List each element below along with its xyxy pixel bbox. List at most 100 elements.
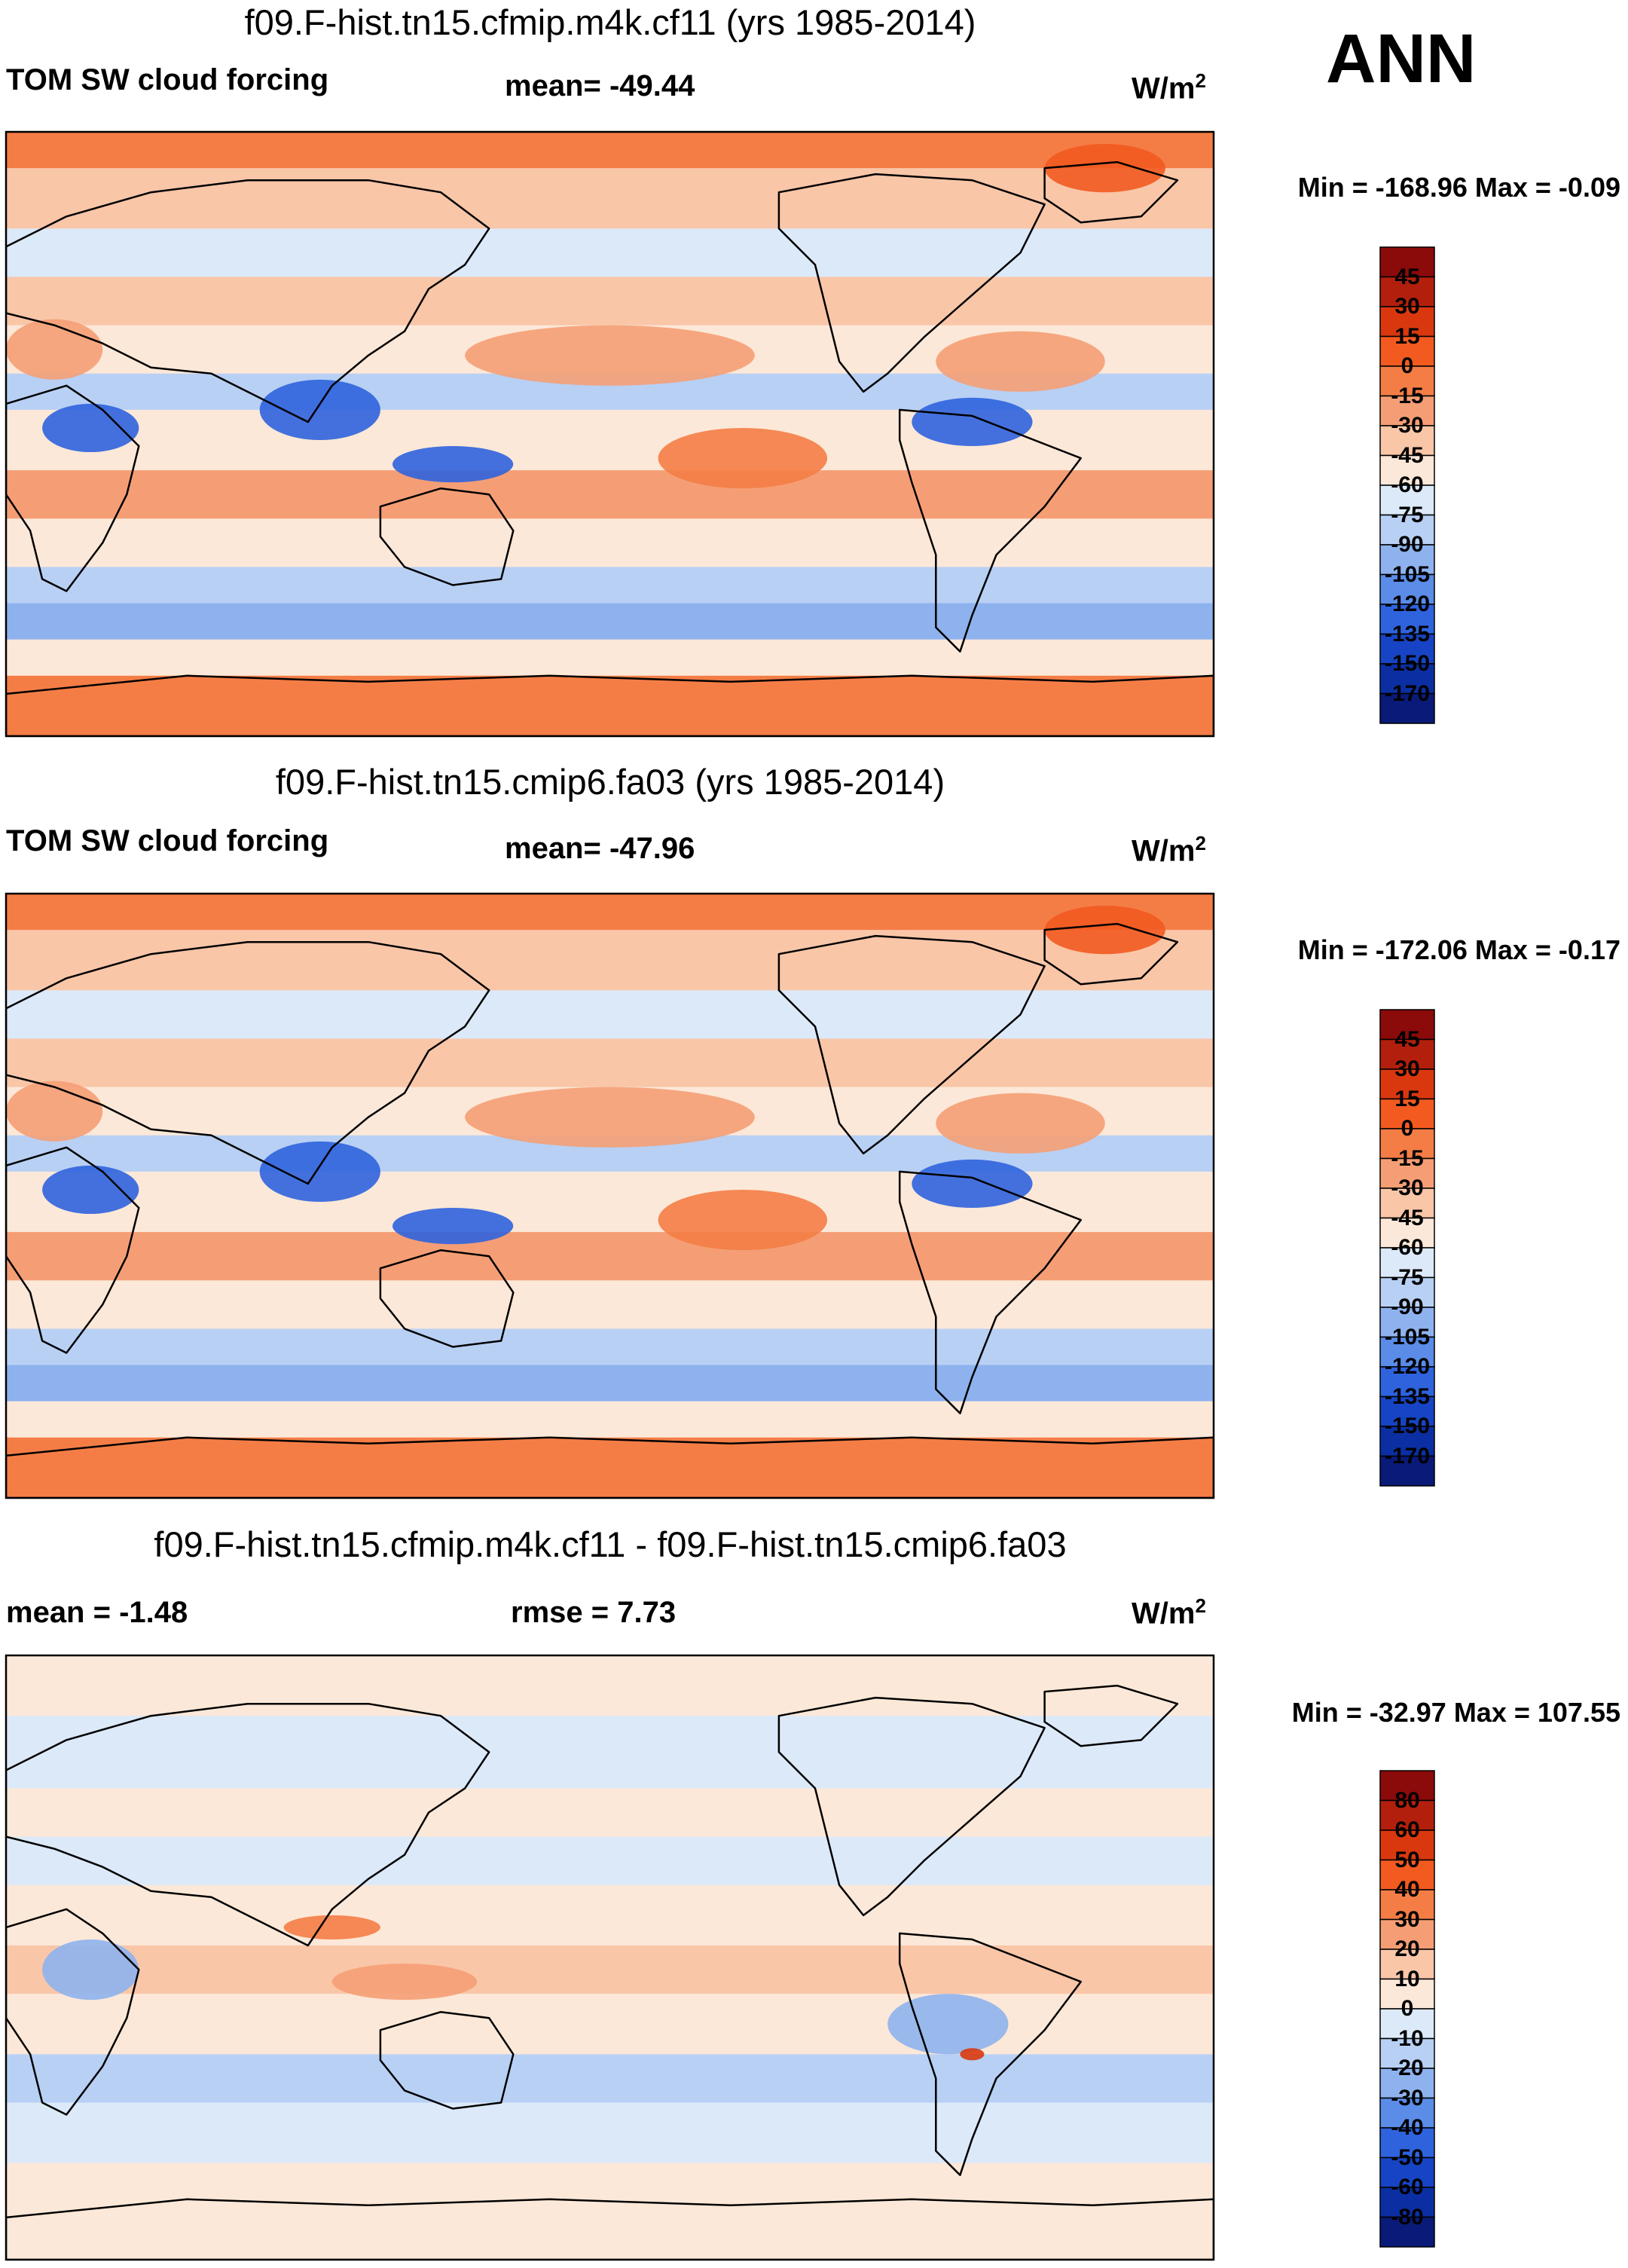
colorbar-swatch <box>1379 573 1435 605</box>
coastline-3 <box>379 487 515 586</box>
colorbar-swatch <box>1379 1009 1435 1041</box>
coastline-7 <box>6 674 1214 736</box>
colorbar-swatch <box>1379 1307 1435 1338</box>
field-feature-3 <box>42 1939 139 2001</box>
field-feature-3 <box>936 331 1105 392</box>
colorbar-swatch <box>1379 1128 1435 1160</box>
coastline-4 <box>777 173 1046 393</box>
map-panel-1 <box>5 130 1215 738</box>
field-band-10 <box>6 567 1214 604</box>
colorbar-swatch <box>1379 2068 1435 2099</box>
colorbar-swatch <box>1379 2216 1435 2248</box>
colorbar-swatch <box>1379 1157 1435 1189</box>
colorbar-swatch <box>1379 1098 1435 1129</box>
field-band-4 <box>6 1038 1214 1088</box>
field-band-8 <box>6 2054 1214 2104</box>
panel-1-minmax: Min = -168.96 Max = -0.09 <box>1297 172 1620 203</box>
map-panel-2 <box>5 892 1215 1499</box>
panel-3-mean-label: mean = -1.48 <box>6 1596 188 1629</box>
field-band-2 <box>6 168 1214 230</box>
colorbar-swatch <box>1379 1829 1435 1861</box>
colorbar-tick-label: 30 <box>1394 294 1420 319</box>
colorbar-swatch <box>1379 1978 1435 2010</box>
field-feature-2 <box>658 1189 828 1251</box>
field-band-13 <box>6 1437 1214 1498</box>
coastline-6 <box>898 408 1082 653</box>
colorbar-swatch <box>1379 395 1435 426</box>
field-feature-5 <box>392 1208 514 1245</box>
field-band-12 <box>6 1401 1214 1438</box>
field-band-10 <box>6 2163 1214 2260</box>
colorbar-3 <box>1379 1770 1435 2248</box>
colorbar-tick-label: 15 <box>1394 323 1420 349</box>
field-feature-1 <box>465 325 755 386</box>
field-band-7 <box>6 409 1214 472</box>
colorbar-tick-label: 60 <box>1394 1817 1420 1842</box>
coastline-6 <box>898 1170 1082 1414</box>
field-feature-8 <box>6 319 103 380</box>
colorbar-swatch <box>1379 1038 1435 1070</box>
colorbar-swatch <box>1379 1949 1435 1980</box>
colorbar-tick-label: -90 <box>1391 1294 1424 1319</box>
map-panel-3 <box>5 1654 1215 2261</box>
field-feature-9 <box>1044 144 1165 193</box>
colorbar-swatch <box>1379 2037 1435 2069</box>
map-frame <box>5 130 1215 738</box>
field-band-3 <box>6 228 1214 278</box>
colorbar-tick-label: -20 <box>1391 2056 1424 2080</box>
colorbar-tick-label: 80 <box>1394 1787 1420 1813</box>
colorbar-tick-label: -90 <box>1391 532 1424 557</box>
field-band-4 <box>6 277 1214 326</box>
field-band-9 <box>6 1280 1214 1330</box>
colorbar-tick-label: -60 <box>1391 2175 1424 2199</box>
colorbar-swatch <box>1379 1336 1435 1368</box>
field-feature-9 <box>1044 906 1165 955</box>
colorbar-tick-label: 30 <box>1394 1906 1420 1932</box>
coastline-4 <box>777 1696 1046 1917</box>
field-band-1 <box>6 132 1214 170</box>
coastline-5 <box>1043 160 1179 224</box>
colorbar-tick-label: -30 <box>1391 2085 1424 2111</box>
coastline-7 <box>6 2198 1214 2260</box>
colorbar-swatch <box>1379 1918 1435 1950</box>
colorbar-swatch <box>1379 633 1435 665</box>
colorbar-tick-label: 0 <box>1400 353 1414 378</box>
field-band-8 <box>6 1232 1214 1282</box>
colorbar-swatch <box>1379 1395 1435 1427</box>
colorbar-tick-label: -10 <box>1391 2025 1424 2051</box>
field-band-10 <box>6 1328 1214 1366</box>
colorbar-swatch <box>1379 1799 1435 1831</box>
field-band-13 <box>6 675 1214 736</box>
colorbar-swatch <box>1379 514 1435 546</box>
panel-3-rmse-label: rmse = 7.73 <box>511 1596 677 1629</box>
map-frame <box>5 1654 1215 2261</box>
colorbar-tick-label: 30 <box>1394 1056 1420 1081</box>
field-band-11 <box>6 603 1214 640</box>
colorbar-swatch <box>1379 2008 1435 2040</box>
panel-1-mean-label: mean= -49.44 <box>505 69 695 102</box>
coastline-3 <box>379 2010 515 2110</box>
field-feature-7 <box>42 1165 139 1215</box>
colorbar-tick-label: 15 <box>1394 1086 1420 1111</box>
field-feature-4 <box>259 1141 380 1203</box>
field-band-12 <box>6 639 1214 677</box>
field-band-3 <box>6 1788 1214 1838</box>
field-feature-6 <box>912 1159 1033 1209</box>
field-band-4 <box>6 1836 1214 1886</box>
field-band-9 <box>6 2102 1214 2164</box>
field-band-2 <box>6 930 1214 992</box>
colorbar-tick-label: -135 <box>1384 621 1431 646</box>
colorbar-tick-label: 0 <box>1400 1996 1414 2021</box>
colorbar-swatch <box>1379 276 1435 307</box>
colorbar-tick-label: -135 <box>1384 1383 1431 1409</box>
panel-3-title: f09.F-hist.tn15.cfmip.m4k.cf11 - f09.F-h… <box>154 1524 1067 1564</box>
colorbar-2 <box>1379 1009 1435 1487</box>
field-feature-1 <box>331 1964 478 2001</box>
panel-3-units: W/m2 <box>1132 1594 1206 1631</box>
panel-2-title: f09.F-hist.tn15.cmip6.fa03 (yrs 1985-201… <box>275 762 945 802</box>
colorbar-tick-label: -170 <box>1384 1443 1431 1469</box>
field-band-1 <box>6 894 1214 931</box>
colorbar-swatch <box>1379 2187 1435 2218</box>
panel-2-minmax: Min = -172.06 Max = -0.17 <box>1297 934 1620 965</box>
